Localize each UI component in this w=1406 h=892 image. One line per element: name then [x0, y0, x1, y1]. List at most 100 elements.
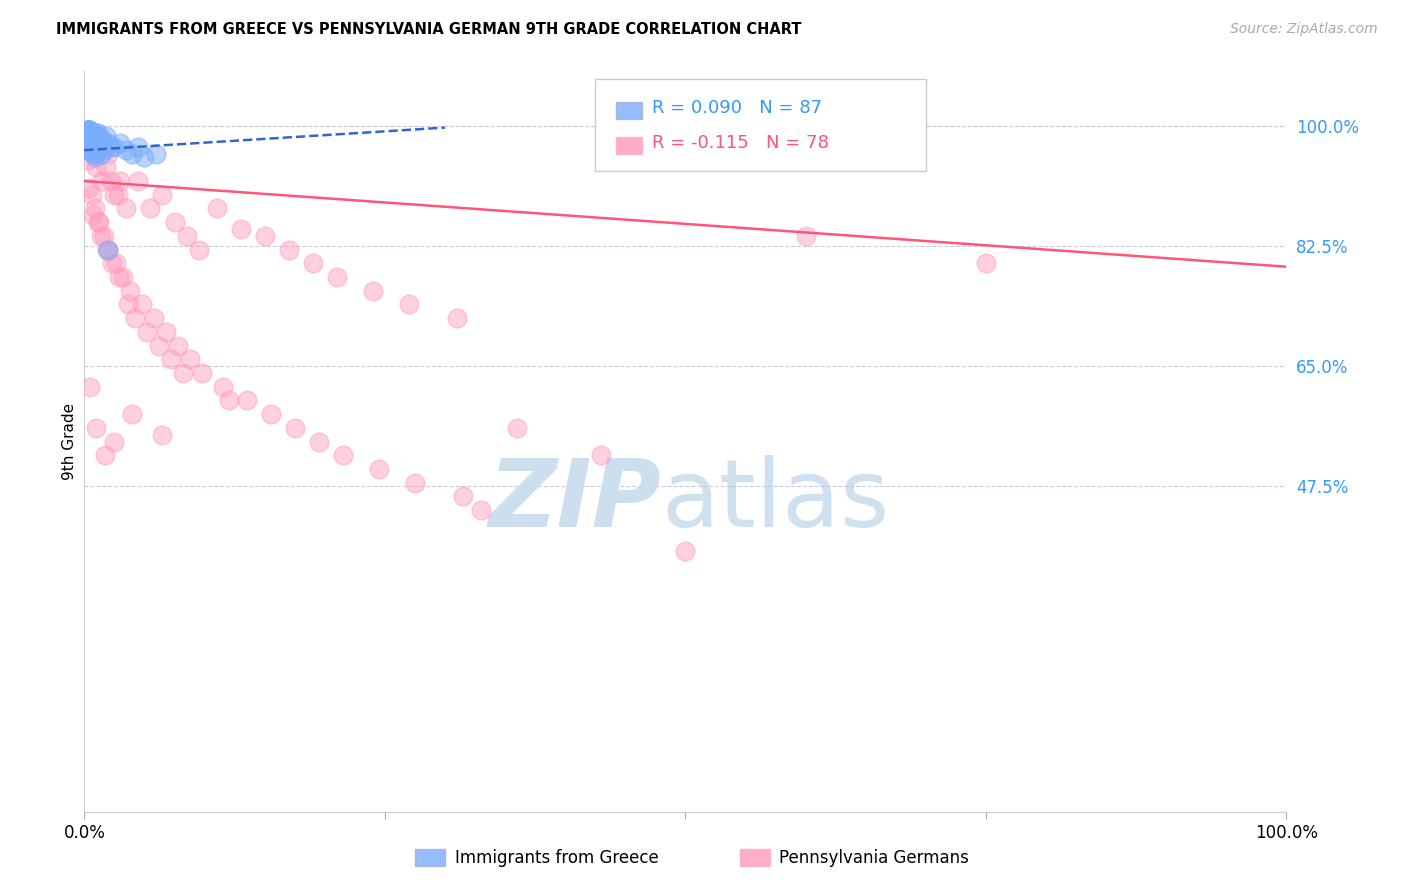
- Point: [87, 215, 110, 229]
- Point: [79, 136, 101, 151]
- Point: [86, 126, 108, 140]
- Point: [77, 129, 100, 144]
- Bar: [740, 849, 769, 866]
- Point: [87, 136, 110, 151]
- Point: [84, 140, 107, 154]
- Point: [308, 434, 330, 449]
- Point: [94, 448, 117, 462]
- Point: [80, 126, 103, 140]
- Point: [77, 129, 100, 144]
- Point: [97, 243, 120, 257]
- Point: [79, 143, 101, 157]
- Point: [139, 202, 162, 216]
- Point: [77, 136, 100, 151]
- Point: [131, 297, 153, 311]
- Point: [77, 136, 100, 151]
- Point: [77, 140, 100, 154]
- Point: [91, 174, 114, 188]
- Point: [118, 284, 141, 298]
- Text: Pennsylvania Germans: Pennsylvania Germans: [779, 848, 969, 867]
- Point: [115, 202, 138, 216]
- Point: [205, 202, 228, 216]
- Point: [143, 311, 166, 326]
- Point: [77, 129, 100, 144]
- Bar: [616, 103, 643, 119]
- Point: [77, 143, 100, 157]
- Point: [260, 407, 283, 421]
- Point: [96, 243, 118, 257]
- Point: [152, 427, 174, 442]
- Point: [79, 126, 101, 140]
- Text: Immigrants from Greece: Immigrants from Greece: [454, 848, 658, 867]
- Point: [211, 380, 233, 394]
- Point: [675, 544, 697, 558]
- Point: [284, 421, 307, 435]
- Point: [332, 448, 354, 462]
- Point: [77, 136, 100, 151]
- Point: [108, 270, 131, 285]
- Point: [77, 136, 100, 151]
- Point: [80, 129, 103, 144]
- Point: [77, 143, 100, 157]
- Point: [107, 187, 129, 202]
- Point: [77, 129, 100, 144]
- Point: [77, 126, 100, 140]
- Point: [79, 136, 101, 151]
- Point: [127, 140, 149, 154]
- Point: [111, 270, 134, 285]
- Point: [398, 297, 420, 311]
- Point: [77, 153, 100, 168]
- Point: [163, 215, 186, 229]
- Point: [83, 133, 105, 147]
- Point: [86, 129, 108, 144]
- Point: [229, 222, 252, 236]
- Point: [94, 161, 117, 175]
- Y-axis label: 9th Grade: 9th Grade: [62, 403, 77, 480]
- Point: [101, 256, 124, 270]
- Point: [97, 243, 120, 257]
- Point: [82, 133, 104, 147]
- Point: [83, 146, 105, 161]
- Point: [152, 187, 174, 202]
- Point: [77, 122, 100, 136]
- Point: [145, 146, 167, 161]
- Point: [94, 129, 117, 144]
- Point: [80, 136, 103, 151]
- Point: [974, 256, 997, 270]
- Point: [179, 352, 201, 367]
- Point: [77, 136, 100, 151]
- Point: [326, 270, 349, 285]
- Point: [77, 143, 100, 157]
- Point: [84, 150, 107, 164]
- Point: [86, 129, 108, 144]
- Point: [277, 243, 299, 257]
- Text: IMMIGRANTS FROM GREECE VS PENNSYLVANIA GERMAN 9TH GRADE CORRELATION CHART: IMMIGRANTS FROM GREECE VS PENNSYLVANIA G…: [56, 22, 801, 37]
- Point: [103, 140, 125, 154]
- Text: R = 0.090   N = 87: R = 0.090 N = 87: [652, 99, 823, 118]
- Point: [367, 462, 389, 476]
- Point: [77, 122, 100, 136]
- Point: [77, 122, 100, 136]
- Text: atlas: atlas: [661, 455, 890, 547]
- Point: [77, 136, 100, 151]
- Point: [80, 187, 103, 202]
- Point: [404, 475, 426, 490]
- Point: [79, 126, 101, 140]
- Point: [155, 325, 177, 339]
- Point: [127, 174, 149, 188]
- Point: [86, 421, 108, 435]
- Point: [91, 133, 114, 147]
- Point: [82, 208, 104, 222]
- Point: [77, 133, 100, 147]
- Point: [90, 228, 112, 243]
- Point: [301, 256, 323, 270]
- Point: [82, 136, 104, 151]
- Point: [86, 136, 108, 151]
- Point: [77, 133, 100, 147]
- Point: [506, 421, 529, 435]
- Point: [89, 133, 111, 147]
- Point: [110, 136, 132, 151]
- Point: [77, 129, 100, 144]
- Point: [124, 311, 146, 326]
- Point: [79, 133, 101, 147]
